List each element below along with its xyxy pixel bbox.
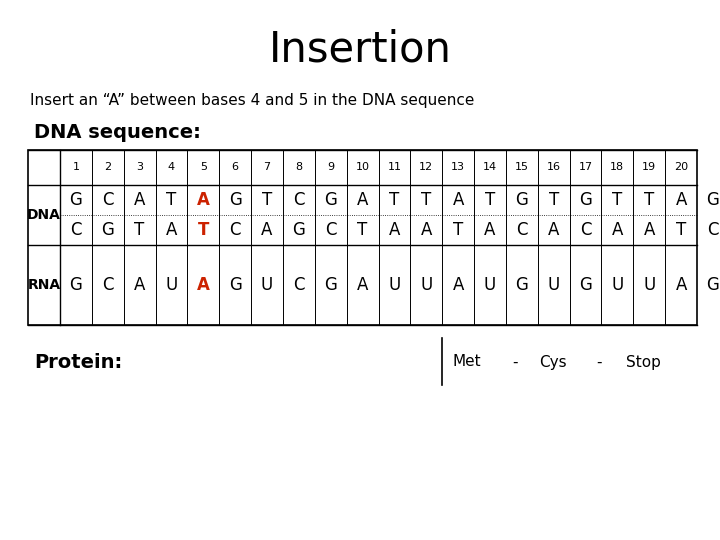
Text: 19: 19 — [642, 163, 657, 172]
Text: G: G — [102, 221, 114, 239]
Text: 15: 15 — [515, 163, 528, 172]
Text: 16: 16 — [546, 163, 561, 172]
Text: 14: 14 — [483, 163, 497, 172]
Text: 20: 20 — [674, 163, 688, 172]
Text: U: U — [547, 276, 560, 294]
Text: A: A — [197, 191, 210, 209]
Text: U: U — [261, 276, 273, 294]
Text: A: A — [197, 276, 210, 294]
Text: A: A — [389, 221, 400, 239]
Text: 3: 3 — [136, 163, 143, 172]
Text: Protein:: Protein: — [34, 353, 122, 372]
Text: G: G — [516, 276, 528, 294]
Text: 1: 1 — [73, 163, 79, 172]
Text: 4: 4 — [168, 163, 175, 172]
Text: C: C — [580, 221, 591, 239]
Text: C: C — [325, 221, 336, 239]
Text: 8: 8 — [295, 163, 302, 172]
Text: -: - — [596, 354, 602, 369]
Text: C: C — [516, 221, 528, 239]
Text: A: A — [612, 221, 623, 239]
Text: A: A — [452, 276, 464, 294]
Text: A: A — [548, 221, 559, 239]
Text: G: G — [706, 276, 719, 294]
Text: Met: Met — [452, 354, 481, 369]
Text: C: C — [707, 221, 719, 239]
Text: U: U — [166, 276, 178, 294]
Text: 10: 10 — [356, 163, 369, 172]
Text: A: A — [675, 191, 687, 209]
Text: T: T — [644, 191, 654, 209]
Text: T: T — [485, 191, 495, 209]
Text: Insert an “A” between bases 4 and 5 in the DNA sequence: Insert an “A” between bases 4 and 5 in t… — [30, 92, 474, 107]
Text: G: G — [324, 191, 337, 209]
Text: T: T — [166, 191, 176, 209]
Text: C: C — [70, 221, 81, 239]
Text: A: A — [644, 221, 655, 239]
Text: -: - — [512, 354, 518, 369]
Text: C: C — [293, 276, 305, 294]
Text: A: A — [357, 276, 368, 294]
Text: U: U — [420, 276, 433, 294]
Text: Cys: Cys — [539, 354, 567, 369]
Text: A: A — [134, 276, 145, 294]
Text: 7: 7 — [264, 163, 271, 172]
Text: T: T — [357, 221, 368, 239]
Text: T: T — [549, 191, 559, 209]
Text: T: T — [262, 191, 272, 209]
Text: T: T — [453, 221, 463, 239]
Text: T: T — [612, 191, 623, 209]
Text: T: T — [676, 221, 686, 239]
Text: U: U — [611, 276, 624, 294]
Text: A: A — [134, 191, 145, 209]
Text: Insertion: Insertion — [269, 29, 451, 71]
Text: G: G — [229, 276, 242, 294]
Text: 13: 13 — [451, 163, 465, 172]
Text: G: G — [706, 191, 719, 209]
Text: C: C — [230, 221, 241, 239]
Text: G: G — [70, 276, 82, 294]
Text: Stop: Stop — [626, 354, 660, 369]
Text: G: G — [579, 191, 592, 209]
Text: 17: 17 — [578, 163, 593, 172]
Text: T: T — [421, 191, 431, 209]
Text: G: G — [70, 191, 82, 209]
Text: 6: 6 — [232, 163, 238, 172]
Text: G: G — [324, 276, 337, 294]
Text: 18: 18 — [611, 163, 624, 172]
Text: RNA: RNA — [27, 278, 60, 292]
Text: T: T — [197, 221, 209, 239]
Text: A: A — [675, 276, 687, 294]
Text: A: A — [261, 221, 273, 239]
Text: C: C — [102, 191, 114, 209]
Text: DNA sequence:: DNA sequence: — [34, 123, 201, 141]
Text: G: G — [229, 191, 242, 209]
Text: A: A — [485, 221, 495, 239]
Text: C: C — [102, 276, 114, 294]
Bar — [28, 150, 697, 325]
Text: T: T — [390, 191, 400, 209]
Text: 9: 9 — [327, 163, 334, 172]
Text: A: A — [357, 191, 368, 209]
Text: C: C — [293, 191, 305, 209]
Text: 2: 2 — [104, 163, 112, 172]
Text: G: G — [579, 276, 592, 294]
Text: T: T — [135, 221, 145, 239]
Text: U: U — [388, 276, 400, 294]
Text: 5: 5 — [200, 163, 207, 172]
Text: DNA: DNA — [27, 208, 61, 222]
Text: A: A — [420, 221, 432, 239]
Text: 11: 11 — [387, 163, 402, 172]
Text: U: U — [643, 276, 655, 294]
Text: U: U — [484, 276, 496, 294]
Text: G: G — [292, 221, 305, 239]
Text: 12: 12 — [419, 163, 433, 172]
Text: A: A — [166, 221, 177, 239]
Text: A: A — [452, 191, 464, 209]
Text: G: G — [516, 191, 528, 209]
